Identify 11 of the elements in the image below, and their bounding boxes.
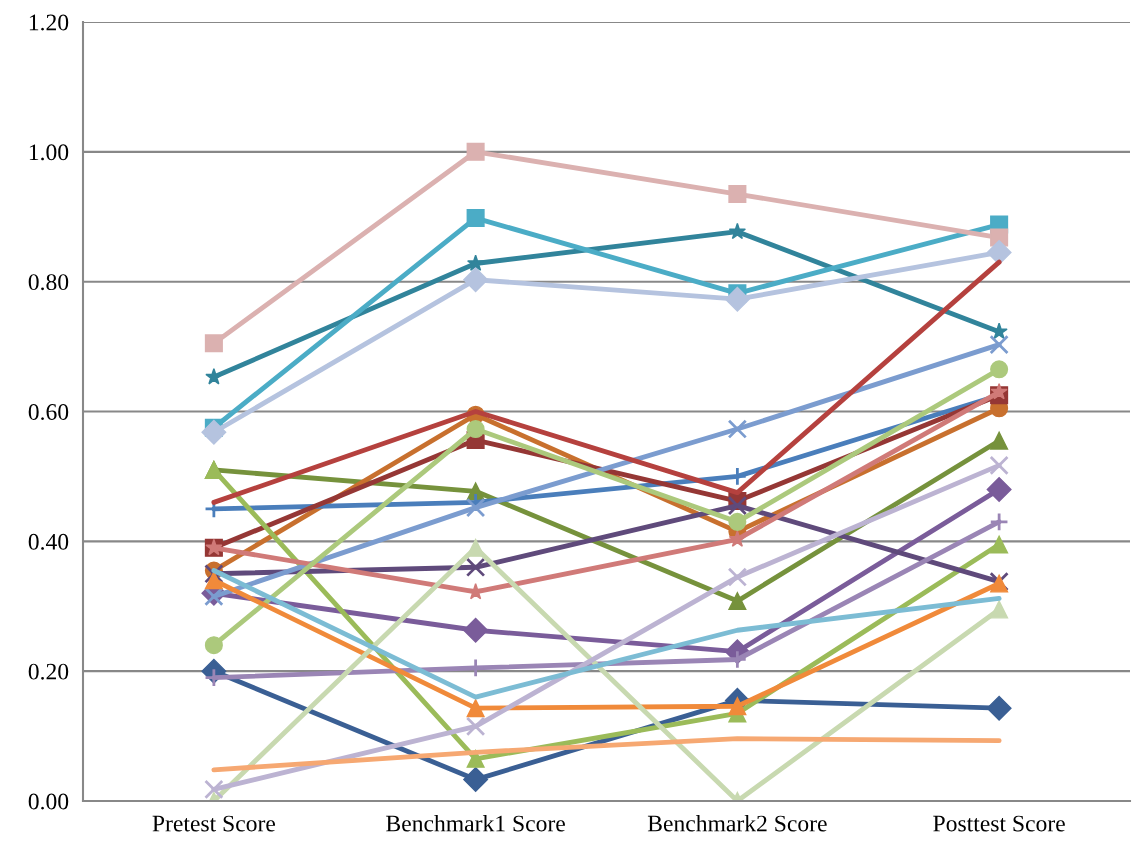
y-tick-label: 1.00 xyxy=(29,144,69,161)
y-tick-label: 0.00 xyxy=(28,793,69,810)
y-tick-label: 0.80 xyxy=(28,274,69,291)
y-tick-label: 0.20 xyxy=(28,663,69,680)
x-tick-label: Benchmark1 Score xyxy=(386,814,565,832)
y-tick-label: 0.60 xyxy=(28,403,69,421)
x-tick-label: Pretest Score xyxy=(152,815,276,832)
y-tick-label: 0.40 xyxy=(28,533,69,550)
x-tick-label: Posttest Score xyxy=(933,815,1065,832)
y-tick-label: 1.20 xyxy=(29,14,69,31)
x-tick-label: Benchmark2 Score xyxy=(647,814,827,832)
